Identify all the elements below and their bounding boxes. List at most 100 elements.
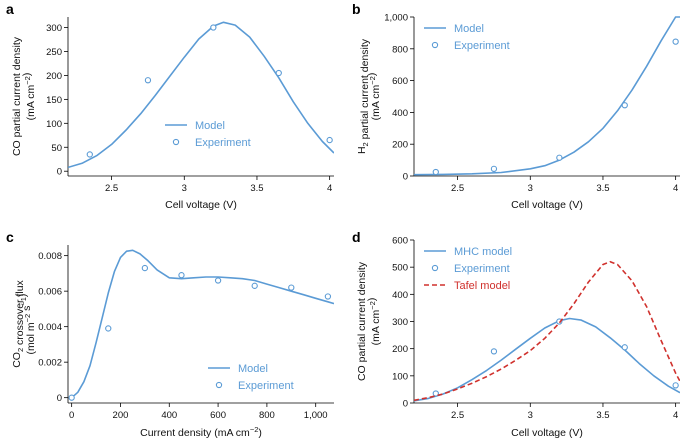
data-point-experiment <box>288 284 295 291</box>
x-tick-label: 600 <box>210 410 226 421</box>
chart-panel-c: c 0 200 400 600 800 1,000 0 0.002 0.004 0.006 0.008… <box>6 229 334 439</box>
data-point-experiment <box>324 293 332 300</box>
y-tick-label: 300 <box>392 317 408 328</box>
legend-label: Model <box>195 120 225 132</box>
chart-panel-b: b 2.5 3 3.5 4 0 200 400 600 800 1,000 Cell voltage … <box>352 1 680 211</box>
x-tick-label: 4 <box>673 410 678 421</box>
data-point-experiment <box>141 264 149 272</box>
data-point-experiment <box>210 24 217 31</box>
y-tick-label: 100 <box>46 119 62 130</box>
y-axis-label: CO partial current density (mA cm−2) <box>11 36 37 156</box>
data-point-experiment <box>86 151 93 158</box>
x-tick-label: 0 <box>69 410 74 421</box>
data-point-experiment <box>621 102 628 109</box>
svg-text:(mA cm−2): (mA cm−2) <box>21 73 37 121</box>
legend-label: MHC model <box>454 246 512 258</box>
data-point-experiment <box>672 38 679 45</box>
y-tick-label: 250 <box>46 47 62 58</box>
legend-label: Model <box>238 363 268 375</box>
y-tick-label: 0 <box>403 172 408 183</box>
x-tick-label: 3.5 <box>596 183 609 194</box>
svg-text:H2 partial current density: H2 partial current density <box>356 38 371 154</box>
x-axis-label: Cell voltage (V) <box>165 199 237 211</box>
y-tick-label: 100 <box>392 371 408 382</box>
x-axis-label: Current density (mA cm−2) <box>140 425 262 439</box>
x-tick-label: 3 <box>182 183 187 194</box>
legend-label: Experiment <box>238 380 294 392</box>
y-tick-label: 200 <box>392 344 408 355</box>
x-tick-label: 400 <box>161 410 177 421</box>
y-tick-label: 0.006 <box>38 287 62 298</box>
y-tick-label: 1,000 <box>384 13 408 24</box>
x-axis-label: Cell voltage (V) <box>511 199 583 211</box>
x-tick-label: 200 <box>113 410 129 421</box>
x-tick-label: 3 <box>528 183 533 194</box>
series-line-model <box>71 249 334 399</box>
y-tick-label: 0.004 <box>38 322 62 333</box>
panel-letter: b <box>352 1 361 17</box>
series-line-model <box>68 21 334 169</box>
svg-text:CO partial current density: CO partial current density <box>11 36 23 156</box>
panel-letter: a <box>6 1 14 17</box>
data-point-experiment <box>275 69 282 77</box>
data-point-experiment <box>490 165 498 172</box>
x-tick-label: 2.5 <box>451 183 464 194</box>
data-point-experiment <box>144 77 152 84</box>
data-point-experiment <box>432 168 439 176</box>
data-point-experiment <box>556 154 563 161</box>
series-line-tafel-model <box>414 260 680 402</box>
data-point-experiment <box>326 136 333 144</box>
x-tick-label: 3.5 <box>250 183 263 194</box>
data-point-experiment <box>490 348 498 355</box>
x-tick-label: 1,000 <box>304 410 328 421</box>
legend-label: Experiment <box>454 263 510 275</box>
x-axis-label: Cell voltage (V) <box>511 427 583 439</box>
legend-marker-experiment <box>431 264 439 272</box>
data-point-experiment <box>432 390 439 397</box>
y-tick-label: 0 <box>57 167 62 178</box>
y-tick-label: 400 <box>392 108 408 119</box>
y-tick-label: 0 <box>57 393 62 404</box>
y-tick-label: 200 <box>46 71 62 82</box>
chart-panel-a: a 2.5 3 3.5 4 0 50 100 150 200 250 300 Cell voltage … <box>6 1 334 211</box>
y-tick-label: 500 <box>392 263 408 274</box>
legend-label: Experiment <box>195 137 251 149</box>
y-axis-label: CO partial current density (mA cm−2) <box>356 261 382 381</box>
y-tick-label: 150 <box>46 95 62 106</box>
y-tick-label: 300 <box>46 23 62 34</box>
x-tick-label: 4 <box>327 183 332 194</box>
y-tick-label: 200 <box>392 140 408 151</box>
legend-marker-experiment <box>172 138 180 146</box>
y-tick-label: 600 <box>392 76 408 87</box>
panel-letter: d <box>352 229 361 245</box>
x-tick-label: 2.5 <box>451 410 464 421</box>
y-tick-label: 50 <box>51 143 62 154</box>
svg-text:(mol m−2 s−1): (mol m−2 s−1) <box>17 294 37 355</box>
data-point-experiment <box>214 277 222 284</box>
chart-panel-d: d 2.5 3 3.5 4 0 100 200 300 400 500 600 Cell voltage… <box>352 229 680 439</box>
data-point-experiment <box>251 282 258 289</box>
legend-label: Model <box>454 23 484 35</box>
svg-text:CO partial current density: CO partial current density <box>356 261 368 381</box>
legend-marker-experiment <box>215 381 223 389</box>
x-tick-label: 2.5 <box>105 183 118 194</box>
y-tick-label: 0.008 <box>38 251 62 262</box>
legend-label: Tafel model <box>454 280 510 292</box>
data-point-experiment <box>68 394 75 401</box>
y-tick-label: 0 <box>403 399 408 410</box>
y-tick-label: 0.002 <box>38 358 62 369</box>
data-point-experiment <box>105 325 112 332</box>
svg-text:CO2 crossover flux: CO2 crossover flux <box>11 279 26 367</box>
svg-text:(mA cm−2): (mA cm−2) <box>366 73 382 121</box>
series-line-model <box>414 16 680 176</box>
x-tick-label: 3 <box>528 410 533 421</box>
y-tick-label: 400 <box>392 290 408 301</box>
panel-letter: c <box>6 229 14 245</box>
x-tick-label: 800 <box>259 410 275 421</box>
svg-text:(mA cm−2): (mA cm−2) <box>366 298 382 346</box>
y-tick-label: 600 <box>392 236 408 247</box>
data-point-experiment <box>621 344 628 351</box>
data-point-experiment <box>672 382 679 389</box>
series-line-mhc-model <box>414 317 680 402</box>
